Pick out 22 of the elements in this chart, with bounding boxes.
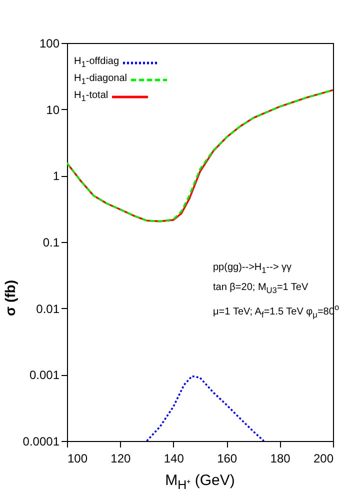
y-tick-label: 0.1 (42, 236, 60, 250)
y-tick-label: 1 (52, 169, 60, 184)
y-tick-label: 0.0001 (22, 434, 60, 448)
line-series (146, 375, 265, 441)
x-tick-label: 120 (110, 452, 132, 466)
x-tick-label: 180 (270, 452, 291, 466)
annotation: tan β=20; M$_{U3}$=1 TeV (213, 282, 308, 295)
x-tick-label: 140 (164, 452, 184, 466)
x-tick-label: 200 (313, 452, 334, 466)
y-tick-label: 100 (39, 36, 60, 50)
line-series (67, 89, 333, 222)
legend-label: H$_{1}$-offdiag (74, 56, 120, 69)
y-tick-label: 0.001 (29, 368, 60, 382)
annotation: pp(gg)-->H$_{1}$--> γγ (213, 262, 292, 275)
x-tick-label: 160 (217, 452, 238, 466)
legend-label: H$_{1}$-total (74, 90, 108, 103)
legend-label: H$_{1}$-diagonal (74, 73, 128, 86)
y-tick-label: 10 (46, 102, 60, 117)
x-axis-title: M$_{H⁺}$ (GeV) (164, 472, 236, 493)
y-axis-title: σ (fb) (2, 279, 18, 318)
y-tick-label: 0.01 (36, 302, 60, 316)
x-tick-label: 100 (68, 452, 88, 466)
